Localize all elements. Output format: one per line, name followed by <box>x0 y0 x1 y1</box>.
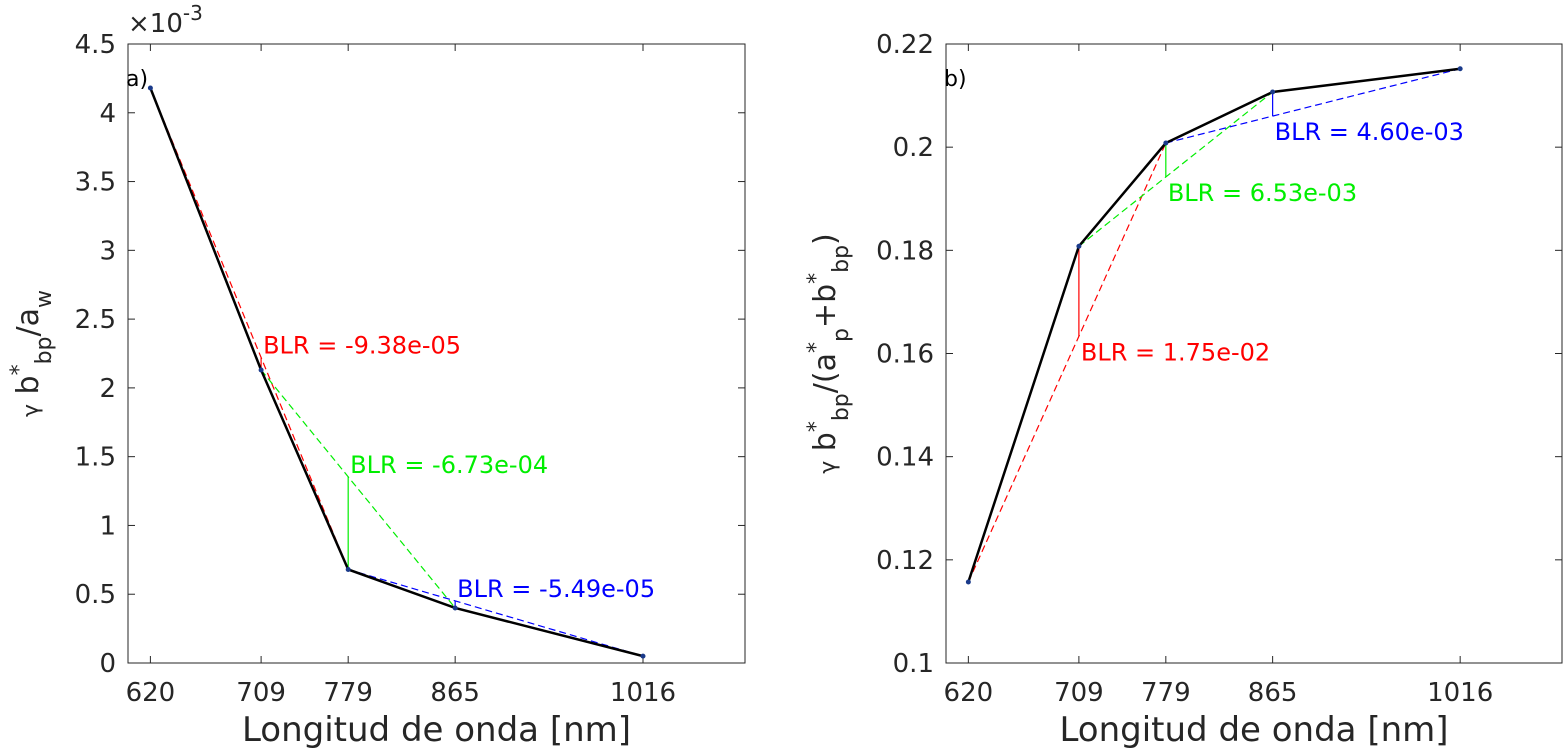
blr-label: BLR = -5.49e-05 <box>457 575 655 603</box>
y-axis-label-part: * <box>804 421 829 432</box>
blr-label: BLR = -9.38e-05 <box>263 332 461 360</box>
y-tick-label: 0.12 <box>876 546 934 576</box>
x-tick-label: 1016 <box>1427 678 1493 708</box>
x-tick-label: 779 <box>323 678 373 708</box>
y-tick-label: 0.2 <box>893 133 934 163</box>
baseline <box>1078 91 1274 247</box>
baseline <box>1165 68 1461 144</box>
x-tick-label: 865 <box>1248 678 1298 708</box>
data-point <box>1076 243 1082 249</box>
y-tick-label: 2.5 <box>75 305 116 335</box>
x-tick-label: 620 <box>126 678 176 708</box>
y-tick-label: 0.14 <box>876 443 934 473</box>
x-tick-label: 865 <box>430 678 480 708</box>
y-tick-label: 2 <box>99 374 116 404</box>
x-tick-label: 709 <box>236 678 286 708</box>
y-axis-label-part: γ <box>19 404 44 417</box>
y-tick-label: 0.22 <box>876 30 934 60</box>
data-point <box>1163 140 1169 146</box>
y-axis-label-part: * <box>804 273 829 284</box>
y-tick-label: 0.1 <box>893 649 934 679</box>
data-point <box>1457 66 1463 72</box>
x-axis-label: Longitud de onda [nm] <box>1059 710 1448 750</box>
blr-label: BLR = -6.73e-04 <box>350 451 548 479</box>
y-tick-label: 4 <box>99 99 116 129</box>
y-tick-label: 1.5 <box>75 443 116 473</box>
y-tick-label: 1 <box>99 511 116 541</box>
y-axis-label-part: w <box>32 290 57 308</box>
y-axis-label-part: bp <box>829 393 854 421</box>
y-axis-label-part: * <box>7 364 32 375</box>
y-tick-label: 3.5 <box>75 168 116 198</box>
y-axis-label-part: b <box>808 432 843 461</box>
data-point <box>452 605 458 611</box>
y-tick-label: 0.16 <box>876 340 934 370</box>
data-point <box>640 653 646 659</box>
y-axis-label-part: bp <box>829 245 854 273</box>
y-tick-label: 0 <box>99 649 116 679</box>
axes-box <box>127 43 746 664</box>
x-axis-label: Longitud de onda [nm] <box>242 710 631 750</box>
baseline <box>260 369 456 609</box>
x-tick-label: 620 <box>944 678 994 708</box>
y-tick-label: 0.18 <box>876 236 934 266</box>
y-axis-label-part: bp <box>32 336 57 364</box>
panel-label: a) <box>126 67 148 92</box>
y-axis-label-part: b <box>11 375 46 404</box>
blr-label: BLR = 6.53e-03 <box>1168 179 1357 207</box>
x-tick-label: 779 <box>1141 678 1191 708</box>
data-point <box>965 579 971 585</box>
y-axis-label-part: ) <box>808 233 843 245</box>
y-axis-label-part: +b <box>808 284 843 328</box>
y-tick-label: 3 <box>99 236 116 266</box>
y-axis-label-part: /a <box>11 308 46 337</box>
data-line <box>149 87 644 658</box>
panel-label: b) <box>944 67 967 92</box>
y-multiplier-exponent: -3 <box>183 1 203 25</box>
y-axis-label-part: * <box>804 342 829 353</box>
data-point <box>147 85 153 91</box>
baseline <box>348 568 644 657</box>
y-axis-label: γ b*bp/aw <box>7 290 57 417</box>
data-point <box>1270 89 1276 95</box>
panel: 0 0.5 1 1.5 2 2.5 3 3.5 4 4.5 620 709 779 865 1016Long… <box>7 1 746 750</box>
y-multiplier-base: ×10 <box>128 9 183 39</box>
blr-label: BLR = 1.75e-02 <box>1081 338 1270 366</box>
baseline <box>149 87 349 570</box>
x-tick-label: 709 <box>1054 678 1104 708</box>
data-point <box>258 367 264 373</box>
data-point <box>345 566 351 572</box>
y-axis-label-part: p <box>829 328 854 342</box>
x-tick-label: 1016 <box>610 678 676 708</box>
y-axis-label-part: /(a <box>808 353 843 393</box>
y-tick-label: 4.5 <box>75 30 116 60</box>
panel: 0.1 0.12 0.14 0.16 0.18 0.2 0.22 620 709 779 865 10… <box>804 30 1563 750</box>
y-multiplier: ×10-3 <box>128 1 203 39</box>
y-axis-label: γ b*bp/(a*p+b*bp) <box>804 233 854 474</box>
y-axis-label-part: γ <box>816 461 841 474</box>
baseline <box>967 142 1167 583</box>
y-tick-label: 0.5 <box>75 580 116 610</box>
blr-label: BLR = 4.60e-03 <box>1275 118 1464 146</box>
